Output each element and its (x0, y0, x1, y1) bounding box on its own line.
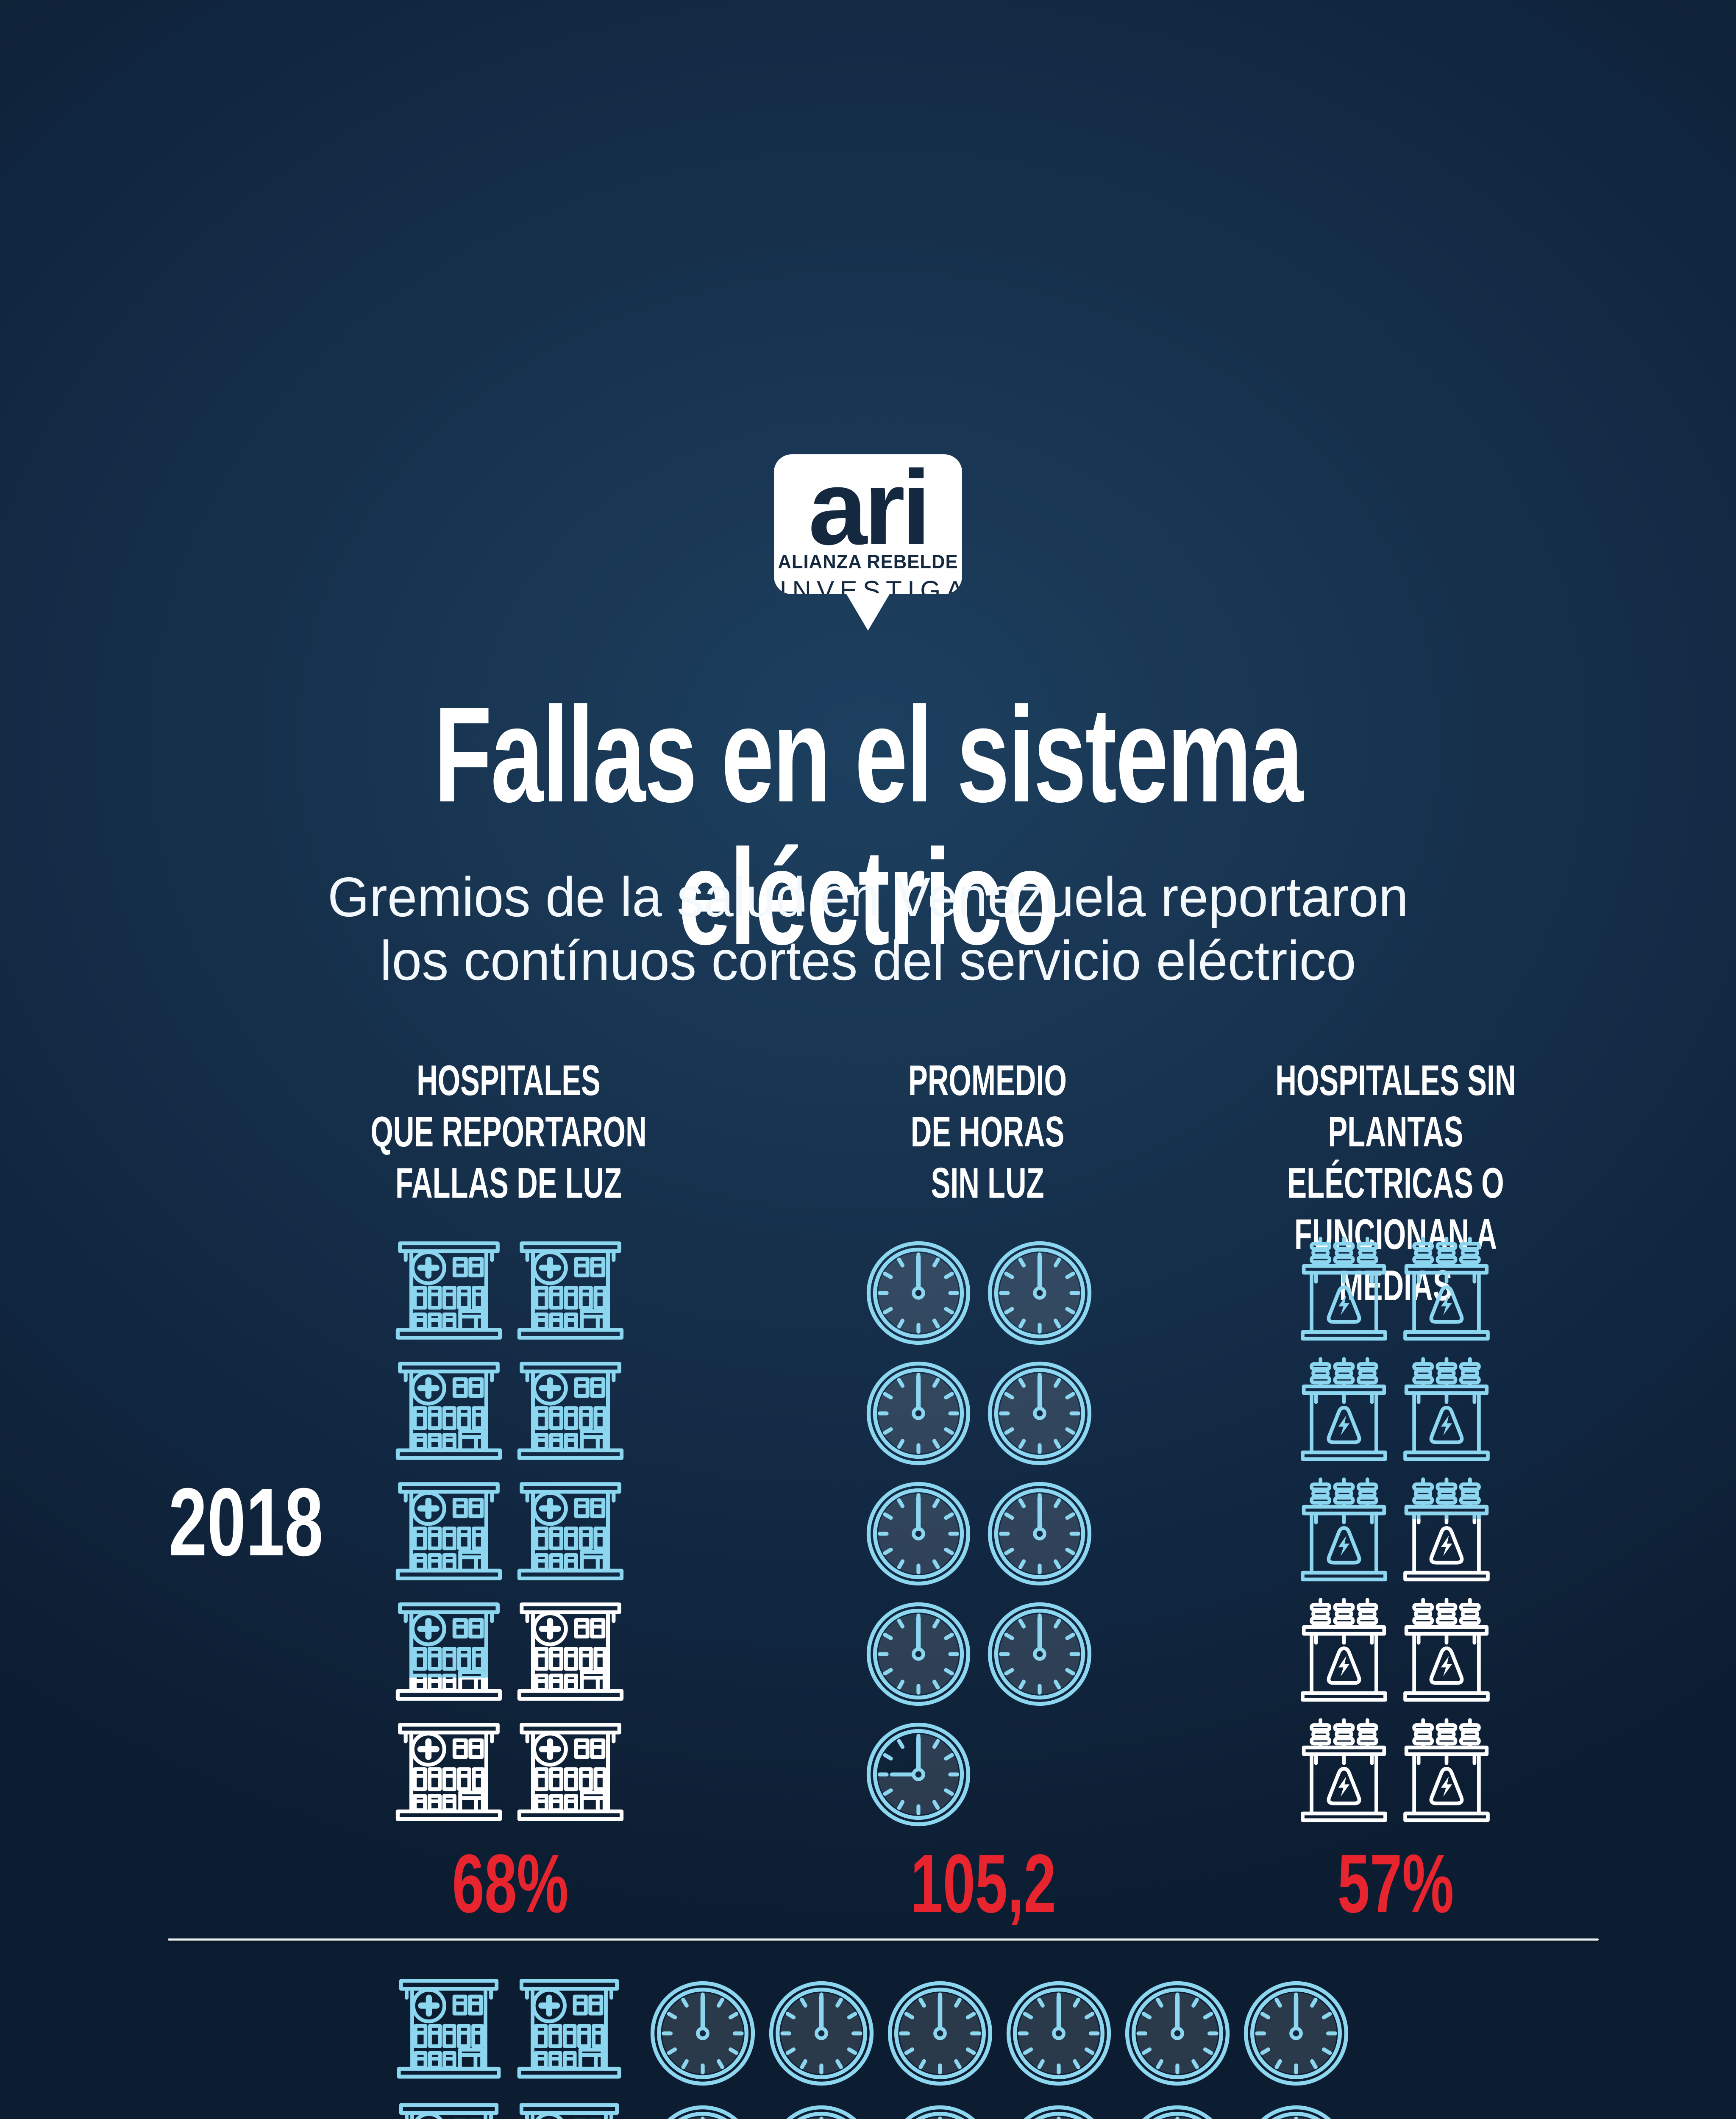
hospital-icon (392, 1477, 506, 1588)
ari-logo-brand: ari (808, 454, 931, 567)
plant-icon (1401, 1717, 1492, 1829)
ari-logo-tagline2: INVESTIGA (779, 576, 962, 594)
hospital-icon (514, 1718, 627, 1829)
column-header-plants: HOSPITALES SIN PLANTAS ELÉCTRICAS O FUNC… (1237, 1055, 1554, 1312)
clock-icon (865, 1721, 971, 1827)
ari-logo-box: ari ALIANZA REBELDE INVESTIGA (774, 454, 962, 594)
clock-icon (865, 1360, 971, 1466)
column-header-line: QUE REPORTARON (370, 1108, 647, 1156)
plant-icon (1298, 1597, 1390, 1709)
speech-bubble-tail (846, 593, 890, 631)
column-header-line: PROMEDIO (908, 1057, 1067, 1104)
column-header-line: PLANTAS ELÉCTRICAS O (1287, 1108, 1504, 1207)
year-label-2018: 2018 (168, 1468, 323, 1576)
column-header-hours: PROMEDIO DE HORAS SIN LUZ (829, 1055, 1146, 1209)
clock-icon (1124, 1980, 1231, 2087)
clock-icon (865, 1481, 971, 1587)
clock-icon (649, 2104, 756, 2119)
hospital-icon (514, 1357, 627, 1468)
hospital-icon (514, 2098, 625, 2119)
page-title: Fallas en el sistema eléctrico (434, 679, 1303, 973)
hospital-icon (393, 1974, 504, 2087)
clock-icon (1243, 1980, 1349, 2087)
plant-icon (1298, 1717, 1390, 1829)
subtitle: Gremios de la salud en Venezuela reporta… (35, 865, 1701, 993)
clock-icon (1243, 2104, 1349, 2119)
clock-icon (987, 1240, 1093, 1346)
column-header-line: FUNCIONAN A MEDIAS (1294, 1211, 1497, 1310)
plant-icon (1298, 1477, 1390, 1588)
value-hospitals-2018: 68% (452, 1837, 569, 1930)
clock-icon (987, 1601, 1093, 1707)
clock-icon (768, 2104, 875, 2119)
plant-icon (1401, 1236, 1492, 1348)
clock-icon (649, 1980, 756, 2087)
plant-icon (1401, 1597, 1492, 1709)
clock-icon (865, 1601, 971, 1707)
clock-icon (987, 1360, 1093, 1466)
column-header-line: DE HORAS (910, 1108, 1065, 1156)
hospital-icon (392, 1718, 506, 1829)
hospital-icon (514, 1598, 627, 1709)
plant-icon (1298, 1236, 1390, 1348)
clock-icon (1124, 2104, 1231, 2119)
hospital-icon (392, 1357, 506, 1468)
column-header-line: HOSPITALES (417, 1057, 601, 1104)
clock-icon (987, 1481, 1093, 1587)
clock-icon (1005, 1980, 1112, 2087)
plant-icon (1401, 1356, 1492, 1468)
plant-icon (1401, 1477, 1492, 1588)
hospital-icon (514, 1974, 625, 2087)
ari-logo-tagline1: ALIANZA REBELDE (778, 551, 958, 573)
column-header-line: FALLAS DE LUZ (395, 1160, 622, 1207)
clock-icon (865, 1240, 971, 1346)
subtitle-line2: los contínuos cortes del servicio eléctr… (380, 929, 1356, 992)
clock-icon (887, 2104, 993, 2119)
value-hours-2018: 105,2 (910, 1837, 1056, 1930)
value-plants-2018: 57% (1337, 1837, 1454, 1930)
clock-icon (887, 1980, 993, 2087)
column-header-line: HOSPITALES SIN (1275, 1057, 1516, 1104)
row-divider (168, 1938, 1599, 1941)
subtitle-line1: Gremios de la salud en Venezuela reporta… (327, 866, 1409, 928)
hospital-icon (514, 1237, 627, 1348)
hospital-icon (392, 1237, 506, 1348)
column-header-hospitals: HOSPITALES QUE REPORTARON FALLAS DE LUZ (350, 1055, 667, 1209)
hospital-icon (392, 1598, 506, 1709)
hospital-icon (514, 1477, 627, 1588)
ari-logo: ari ALIANZA REBELDE INVESTIGA (774, 454, 962, 631)
clock-icon (768, 1980, 875, 2087)
hospital-icon (393, 2098, 504, 2119)
clock-icon (1005, 2104, 1112, 2119)
column-header-line: SIN LUZ (931, 1160, 1044, 1207)
plant-icon (1298, 1356, 1390, 1468)
